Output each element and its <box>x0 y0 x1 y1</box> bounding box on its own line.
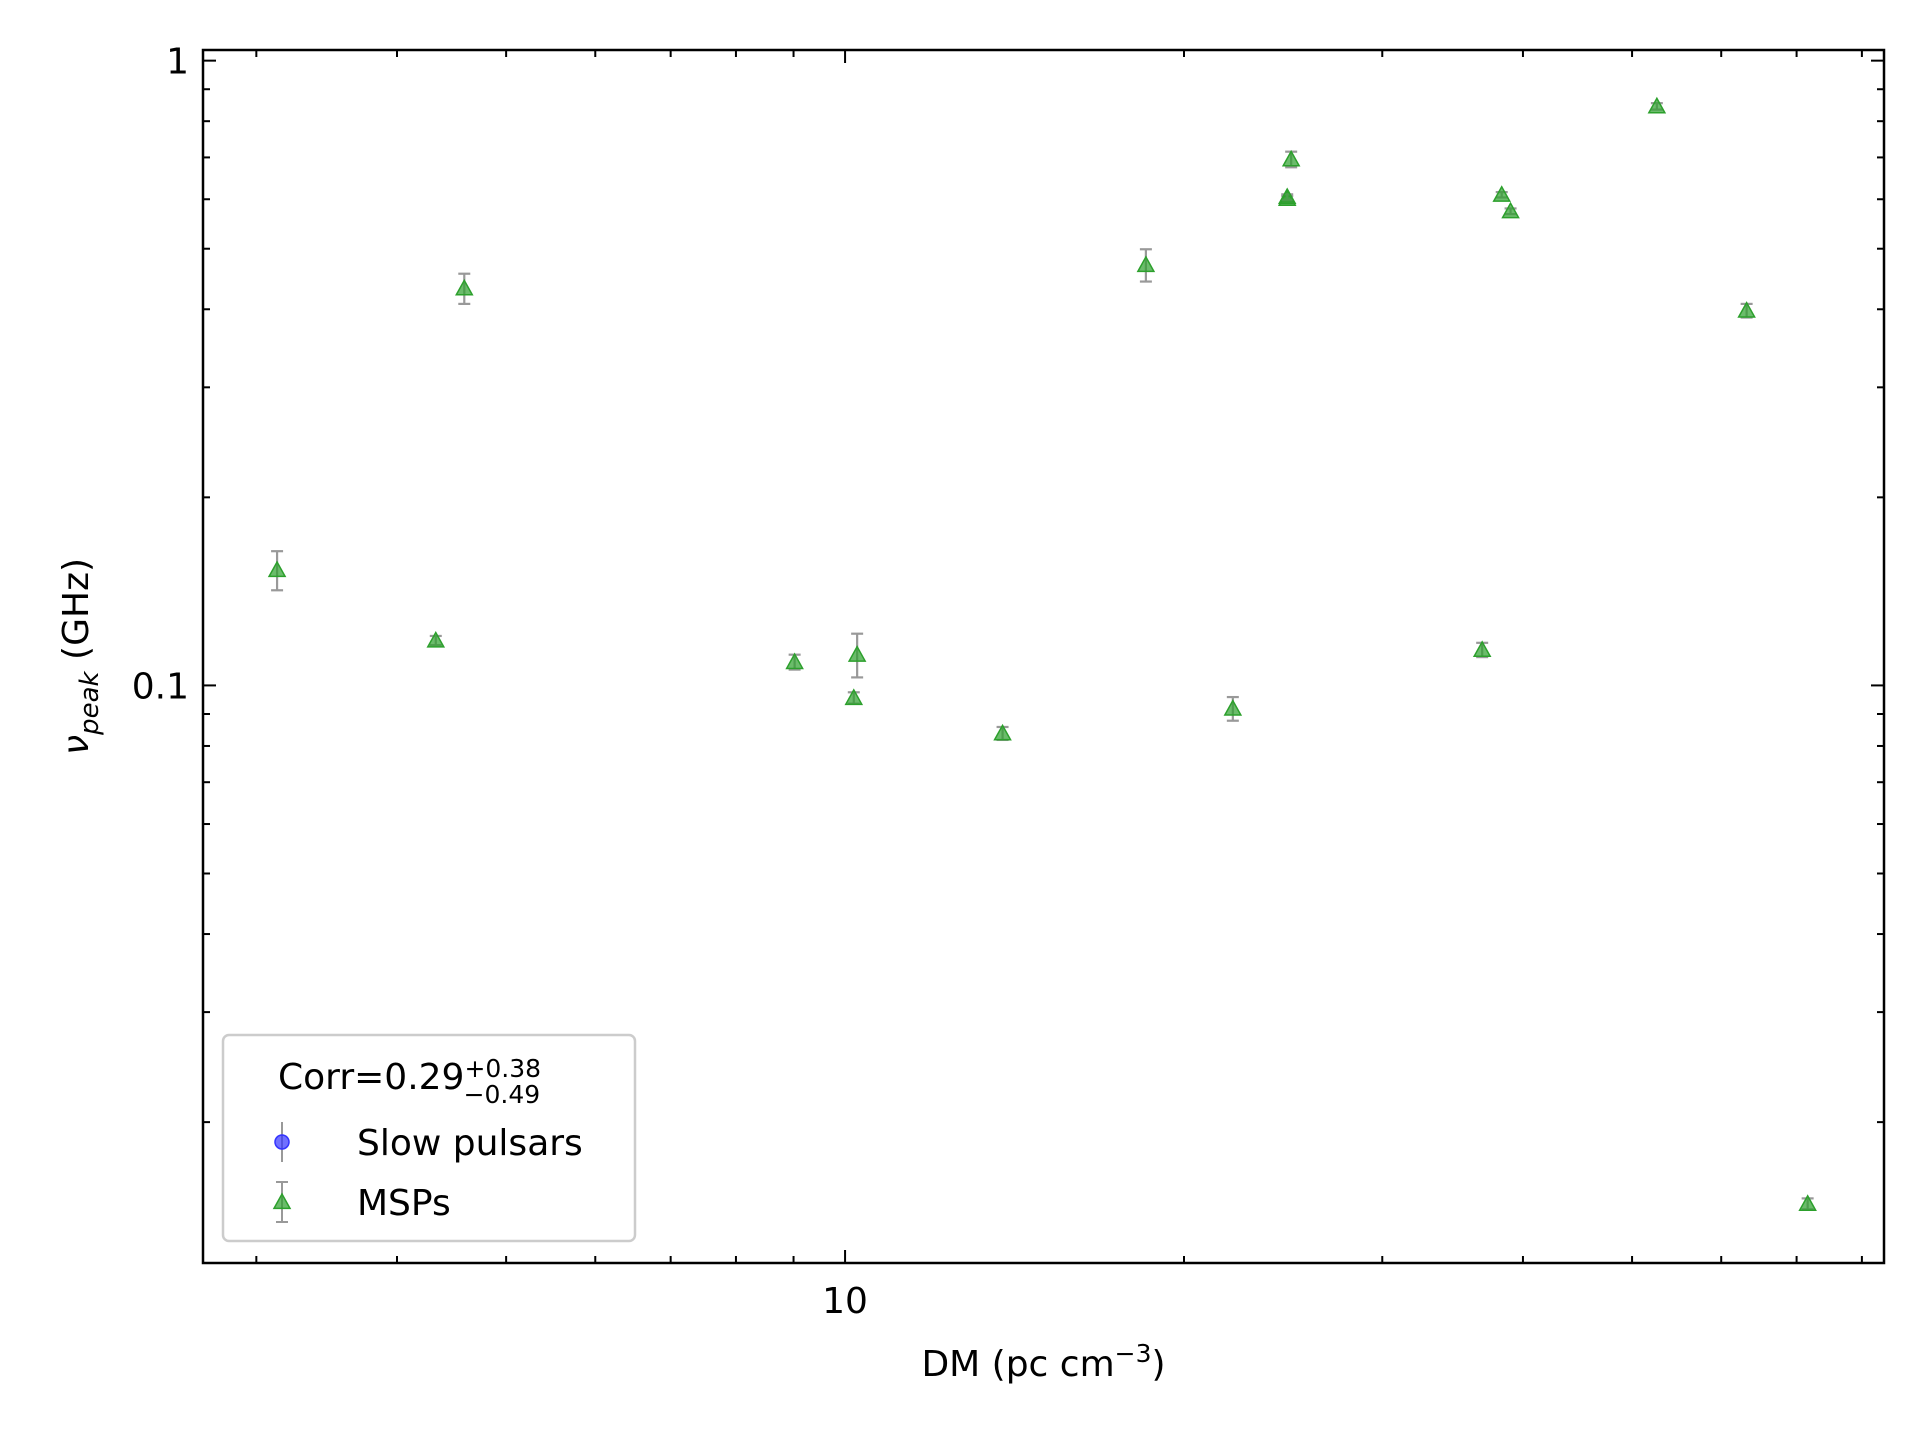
x-label-text: DM (pc cm <box>921 1344 1114 1385</box>
point <box>1798 1194 1817 1211</box>
legend-box <box>221 1033 637 1243</box>
y-label-end: (GHz) <box>56 558 97 671</box>
point <box>1492 185 1511 202</box>
point <box>426 630 446 648</box>
legend-label: MSPs <box>357 1183 451 1224</box>
legend-title-text: Corr=0.29 <box>278 1057 464 1098</box>
legend-label: Slow pulsars <box>357 1123 583 1164</box>
point <box>267 560 287 578</box>
point <box>1277 187 1297 205</box>
point <box>847 645 867 662</box>
x-axis-label: DM (pc cm−3) <box>921 1339 1165 1385</box>
point <box>272 1192 292 1210</box>
x-label-end: ) <box>1152 1344 1166 1385</box>
x-tick-label: 10 <box>822 1281 868 1322</box>
point <box>1472 640 1492 658</box>
legend-title-sub: −0.49 <box>464 1080 541 1109</box>
y-label-sub: peak <box>75 670 105 735</box>
point <box>455 278 474 296</box>
point <box>1136 255 1156 273</box>
legend-title: Corr=0.29+0.38 −0.49 <box>278 1054 541 1109</box>
point <box>1737 301 1756 318</box>
point <box>993 723 1012 741</box>
point <box>1647 96 1667 114</box>
y-tick-label: 0.1 <box>132 666 189 707</box>
point <box>1223 699 1243 716</box>
y-label-symbol: ν <box>56 735 97 755</box>
point <box>274 1134 290 1150</box>
plot-frame <box>201 48 1886 1265</box>
point <box>1281 149 1301 167</box>
legend-title-sup: +0.38 <box>464 1054 541 1083</box>
x-label-sup: −3 <box>1115 1339 1152 1368</box>
point <box>785 652 804 670</box>
point <box>1501 201 1520 219</box>
y-axis-label: νpeak (GHz) <box>56 558 105 755</box>
point <box>844 688 864 706</box>
y-tick-label: 1 <box>166 42 189 83</box>
